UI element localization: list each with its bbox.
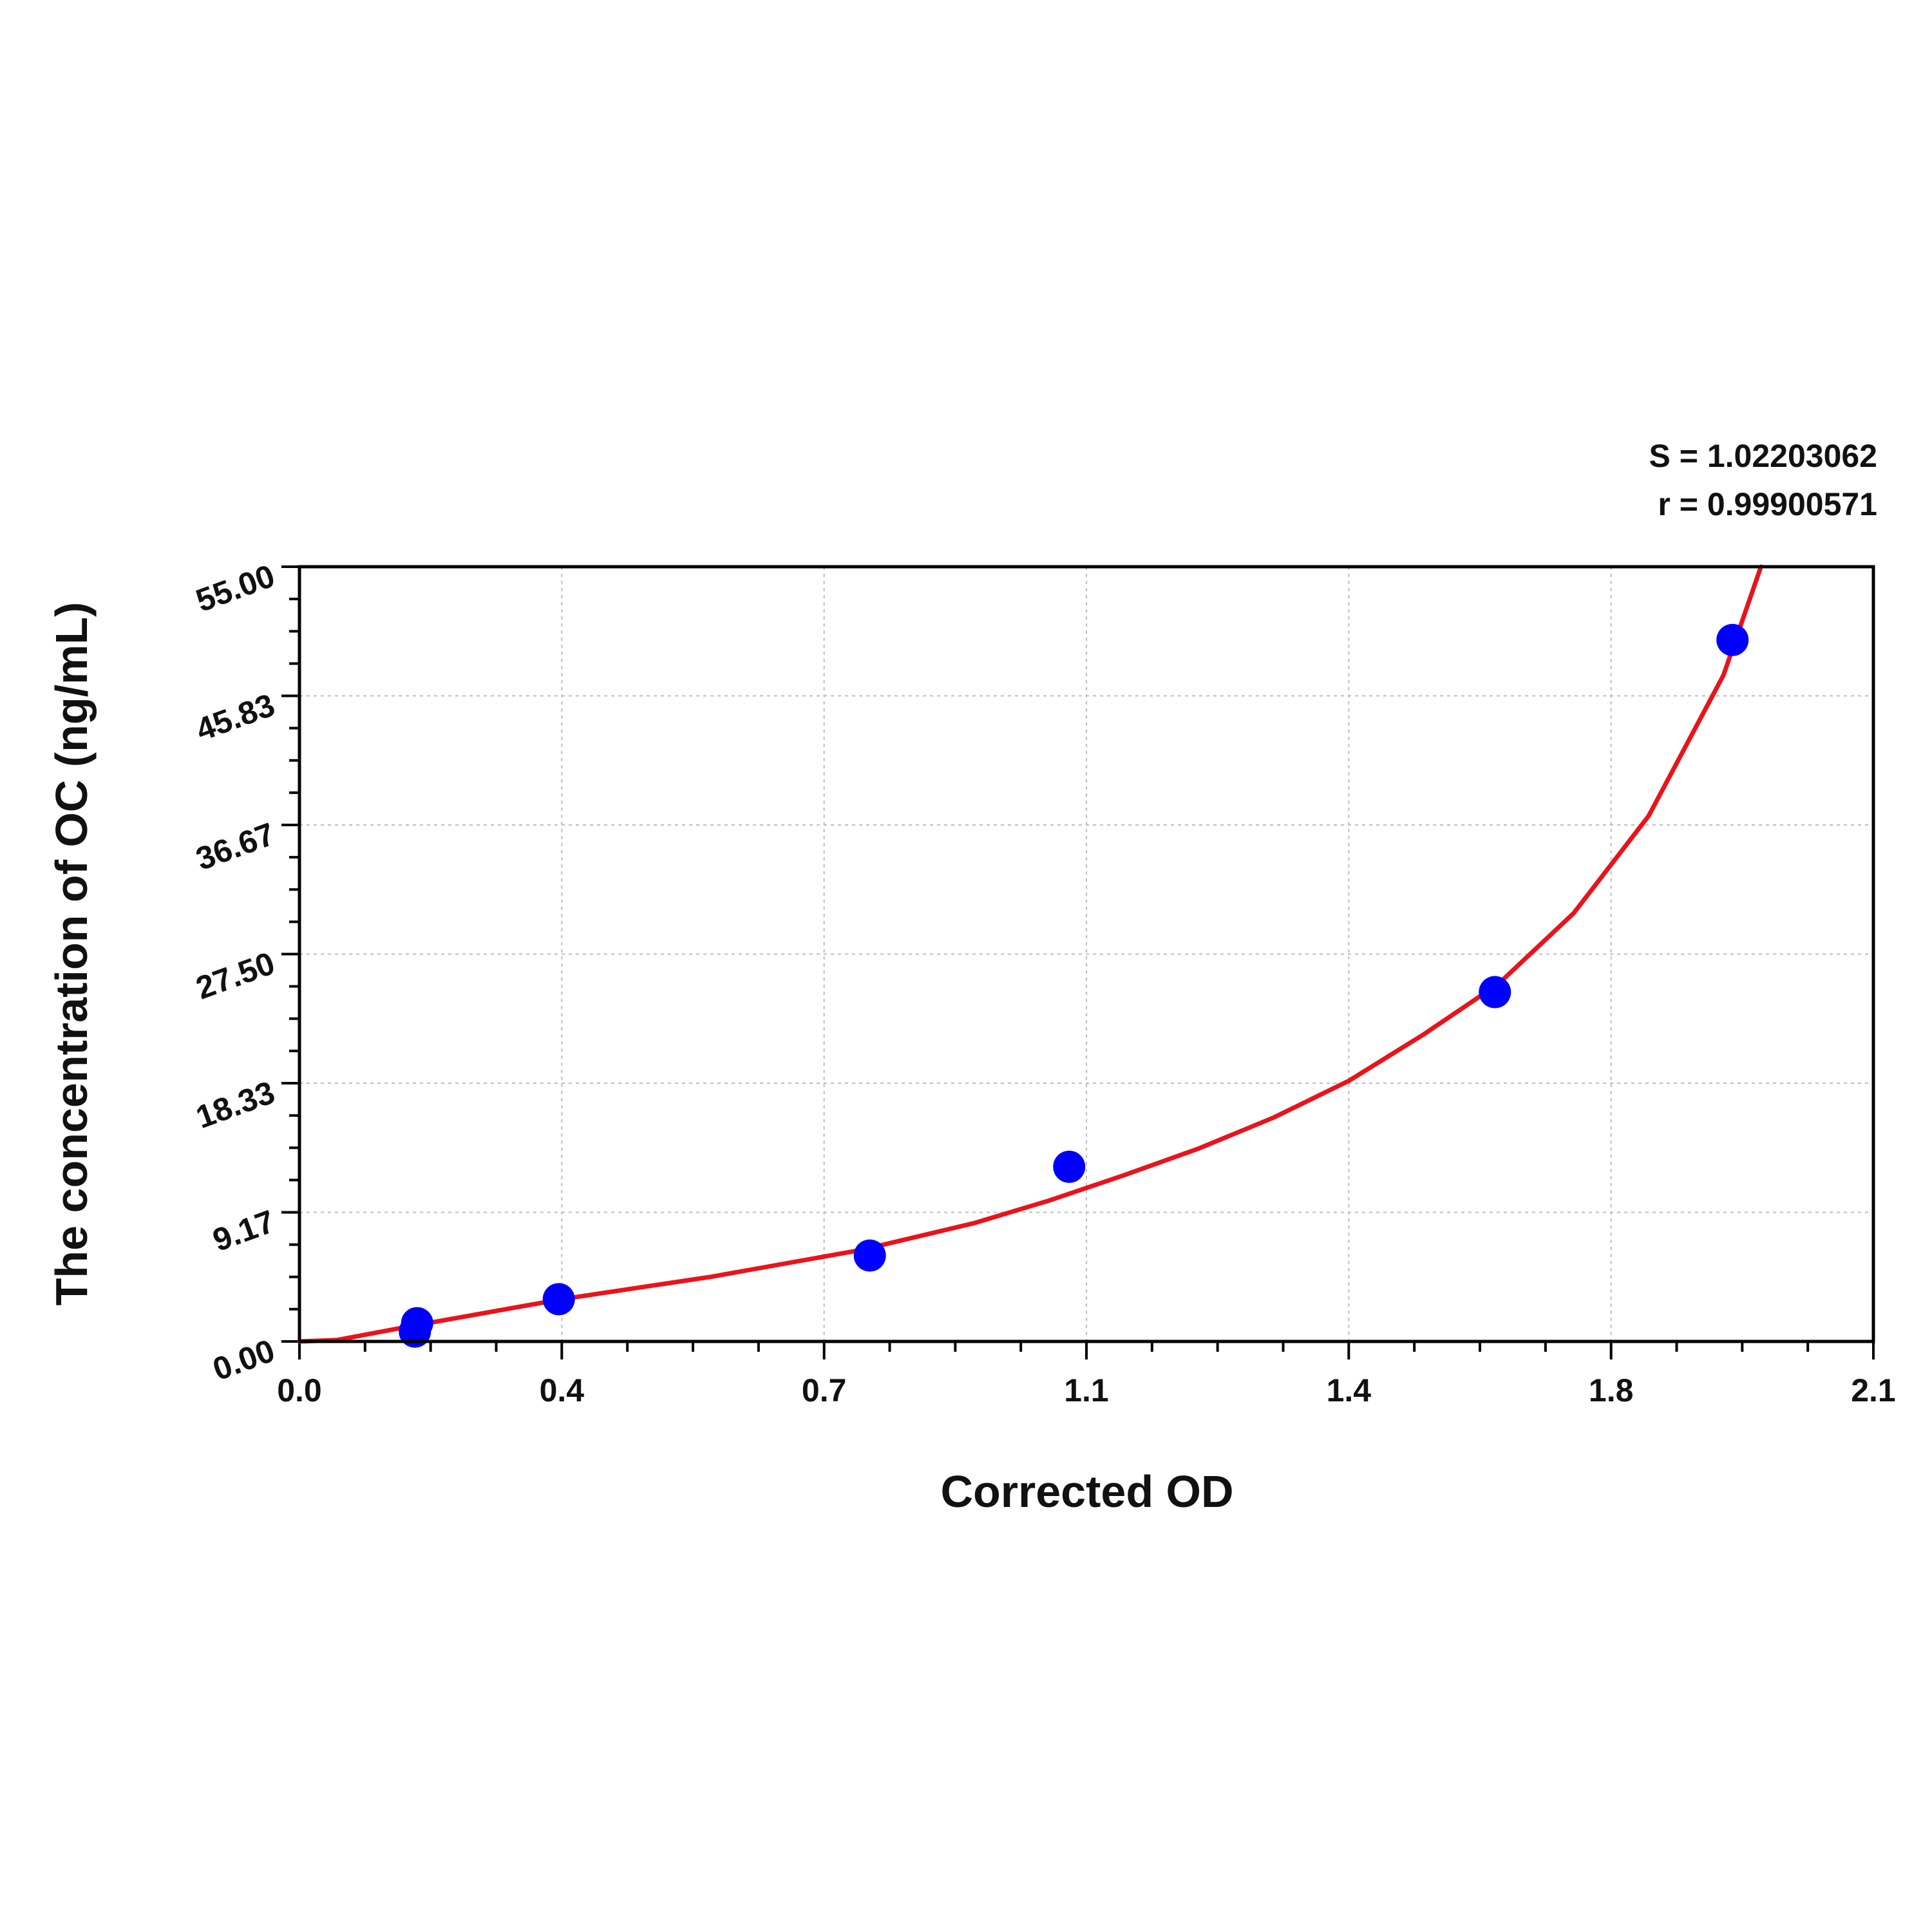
y-tick-label: 18.33 bbox=[191, 1074, 279, 1135]
fit-r-label: r = 0.99900571 bbox=[1658, 486, 1877, 522]
grid-lines bbox=[299, 567, 1873, 1341]
x-tick-label: 0.4 bbox=[540, 1372, 585, 1408]
data-point bbox=[401, 1307, 433, 1340]
y-tick-label: 27.50 bbox=[191, 945, 279, 1006]
data-point bbox=[1716, 623, 1749, 656]
y-tick-labels: 0.00 9.17 18.33 27.50 36.67 45.83 55.00 bbox=[191, 558, 279, 1388]
fit-s-label: S = 1.02203062 bbox=[1649, 438, 1878, 474]
data-point bbox=[1479, 976, 1511, 1009]
x-tick-label: 0.7 bbox=[802, 1372, 847, 1408]
x-tick-label: 0.0 bbox=[277, 1372, 322, 1408]
x-tick-label: 1.8 bbox=[1589, 1372, 1634, 1408]
data-points bbox=[399, 623, 1749, 1348]
x-tick-label: 2.1 bbox=[1851, 1372, 1896, 1408]
x-tick-label: 1.1 bbox=[1064, 1372, 1109, 1408]
fit-curve bbox=[297, 564, 1763, 1344]
x-tick-label: 1.4 bbox=[1327, 1372, 1372, 1408]
data-point bbox=[853, 1239, 886, 1272]
y-tick-label: 0.00 bbox=[208, 1332, 279, 1388]
axis-ticks bbox=[281, 565, 1875, 1359]
x-tick-labels: 0.0 0.4 0.7 1.1 1.4 1.8 2.1 bbox=[277, 1372, 1896, 1408]
y-tick-label: 9.17 bbox=[208, 1203, 279, 1258]
plot-frame bbox=[298, 565, 1875, 1343]
y-tick-label: 45.83 bbox=[191, 687, 279, 748]
x-axis-title: Corrected OD bbox=[940, 1466, 1233, 1517]
fit-curve-layer bbox=[297, 564, 1763, 1344]
y-tick-label: 36.67 bbox=[191, 816, 279, 877]
data-point bbox=[542, 1283, 575, 1316]
y-tick-label: 55.00 bbox=[191, 558, 279, 619]
data-point bbox=[1053, 1150, 1086, 1183]
y-axis-title: The concentration of OC (ng/mL) bbox=[46, 602, 97, 1306]
